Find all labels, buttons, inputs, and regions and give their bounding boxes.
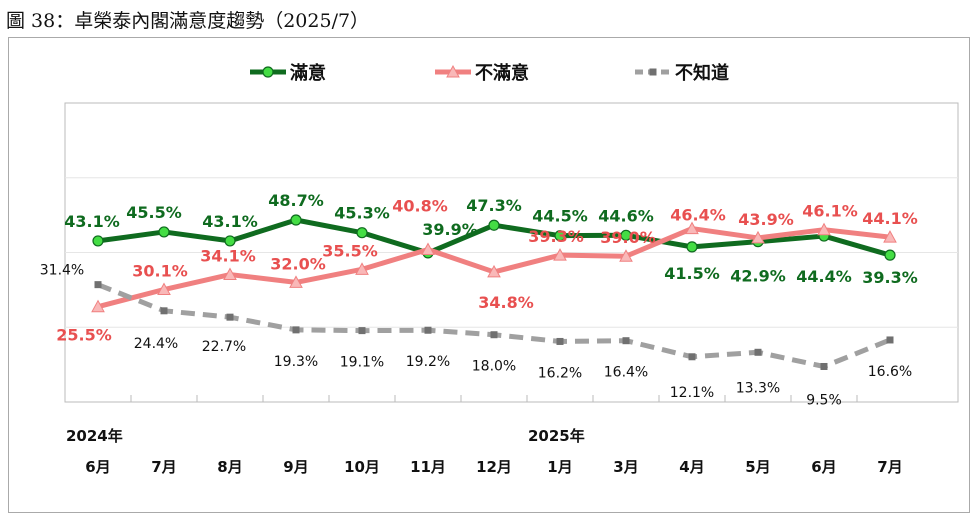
data-label: 44.5%	[532, 207, 588, 226]
data-point	[160, 307, 168, 315]
data-point	[685, 221, 699, 235]
year-label: 2025年	[528, 427, 585, 445]
data-label: 43.1%	[202, 212, 258, 231]
data-label: 31.4%	[40, 263, 84, 279]
data-point	[487, 264, 501, 278]
x-tick-label: 9月	[283, 458, 308, 476]
data-label: 32.0%	[270, 254, 326, 273]
data-point	[488, 219, 500, 231]
x-tick-label: 7月	[877, 458, 902, 476]
data-label: 43.1%	[64, 212, 120, 231]
data-label: 39.0%	[600, 228, 656, 247]
x-tick-label: 3月	[613, 458, 638, 476]
data-label: 16.2%	[538, 365, 582, 381]
data-label: 30.1%	[132, 262, 188, 281]
data-label: 19.1%	[340, 355, 384, 371]
x-tick-label: 4月	[679, 458, 704, 476]
data-label: 45.5%	[126, 203, 182, 222]
data-point	[226, 313, 234, 321]
x-tick-label: 12月	[476, 458, 512, 476]
data-label: 44.1%	[862, 209, 918, 228]
data-point	[620, 229, 632, 241]
data-label: 39.3%	[528, 227, 584, 246]
data-point	[424, 326, 432, 334]
data-label: 34.1%	[200, 247, 256, 266]
data-label: 24.4%	[134, 336, 178, 352]
data-point	[883, 230, 897, 243]
x-tick-label: 1月	[547, 458, 572, 476]
data-label: 12.1%	[670, 385, 714, 401]
data-point	[686, 241, 698, 253]
x-tick-label: 11月	[410, 458, 446, 476]
data-label: 44.4%	[796, 267, 852, 286]
data-point	[884, 249, 896, 261]
data-point	[292, 326, 300, 334]
chart-frame	[8, 37, 970, 513]
legend-marker	[262, 66, 274, 78]
data-label: 40.8%	[392, 197, 448, 216]
data-point	[754, 348, 762, 356]
data-label: 47.3%	[466, 196, 522, 215]
data-point	[554, 230, 566, 242]
data-point	[94, 281, 102, 289]
data-point	[290, 214, 302, 226]
legend-marker	[649, 68, 657, 76]
data-point	[619, 249, 633, 262]
legend-label: 不滿意	[475, 62, 529, 84]
legend-label: 滿意	[290, 62, 326, 84]
data-point	[158, 226, 170, 238]
data-point	[556, 337, 564, 345]
x-tick-label: 6月	[85, 458, 110, 476]
data-label: 22.7%	[202, 339, 246, 355]
data-label: 9.5%	[806, 392, 842, 408]
data-label: 25.5%	[56, 326, 112, 345]
legend-marker	[446, 64, 460, 78]
data-label: 48.7%	[268, 191, 324, 210]
data-point	[224, 235, 236, 247]
x-tick-label: 7月	[151, 458, 176, 476]
data-label: 42.9%	[730, 267, 786, 286]
data-point	[92, 235, 104, 247]
data-label: 45.3%	[334, 204, 390, 223]
data-label: 46.1%	[802, 202, 858, 221]
data-point	[421, 242, 435, 256]
data-label: 34.8%	[478, 293, 534, 312]
data-point	[751, 230, 765, 244]
data-label: 39.9%	[422, 220, 478, 239]
data-point	[622, 337, 630, 345]
x-tick-label: 6月	[811, 458, 836, 476]
data-label: 43.9%	[738, 210, 794, 229]
data-point	[356, 227, 368, 239]
data-point	[289, 275, 303, 288]
data-label: 44.6%	[598, 206, 654, 225]
data-label: 39.3%	[862, 268, 918, 287]
data-point	[817, 222, 831, 236]
data-point	[820, 362, 828, 370]
x-tick-label: 8月	[217, 458, 242, 476]
chart-title: 圖 38：卓榮泰內閣滿意度趨勢（2025/7）	[6, 10, 370, 32]
data-label: 13.3%	[736, 380, 780, 396]
x-tick-label: 5月	[745, 458, 770, 476]
data-point	[91, 299, 105, 313]
data-label: 41.5%	[664, 264, 720, 283]
data-point	[355, 262, 369, 275]
data-point	[223, 267, 237, 281]
data-label: 19.2%	[406, 354, 450, 370]
data-label: 35.5%	[322, 241, 378, 260]
data-label: 19.3%	[274, 354, 318, 370]
data-point	[157, 282, 171, 296]
data-label: 18.0%	[472, 359, 516, 375]
year-label: 2024年	[66, 427, 123, 445]
data-point	[886, 336, 894, 344]
data-point	[490, 331, 498, 339]
data-point	[553, 248, 567, 261]
data-label: 16.4%	[604, 365, 648, 381]
data-point	[358, 327, 366, 335]
legend-label: 不知道	[675, 62, 729, 84]
data-label: 46.4%	[670, 206, 726, 225]
data-label: 16.6%	[868, 364, 912, 380]
data-point	[688, 353, 696, 361]
x-tick-label: 10月	[344, 458, 380, 476]
